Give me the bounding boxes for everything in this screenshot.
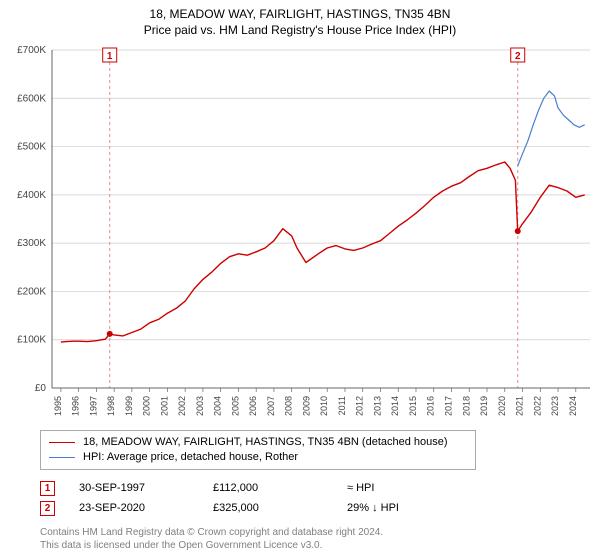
page-root: 18, MEADOW WAY, FAIRLIGHT, HASTINGS, TN3… — [0, 0, 600, 560]
events-table: 1 30-SEP-1997 £112,000 ≈ HPI 2 23-SEP-20… — [40, 478, 600, 518]
svg-text:2020: 2020 — [497, 396, 507, 416]
svg-text:2018: 2018 — [461, 396, 471, 416]
svg-text:2017: 2017 — [444, 396, 454, 416]
svg-text:£600K: £600K — [17, 93, 46, 104]
legend-swatch-hpi — [49, 457, 75, 458]
event-marker-1: 1 — [40, 481, 55, 496]
svg-text:2005: 2005 — [230, 396, 240, 416]
event-marker-2: 2 — [40, 501, 55, 516]
svg-text:2008: 2008 — [284, 396, 294, 416]
event-price: £325,000 — [213, 502, 323, 514]
title-line-1: 18, MEADOW WAY, FAIRLIGHT, HASTINGS, TN3… — [150, 7, 451, 21]
svg-text:2011: 2011 — [337, 396, 347, 415]
event-date: 30-SEP-1997 — [79, 482, 189, 494]
event-date: 23-SEP-2020 — [79, 502, 189, 514]
svg-text:2002: 2002 — [177, 396, 187, 416]
legend-label: HPI: Average price, detached house, Roth… — [83, 450, 298, 465]
svg-text:1996: 1996 — [71, 396, 81, 416]
svg-text:2023: 2023 — [550, 396, 560, 416]
legend-item: 18, MEADOW WAY, FAIRLIGHT, HASTINGS, TN3… — [49, 435, 467, 450]
svg-text:2001: 2001 — [159, 396, 169, 416]
svg-text:£200K: £200K — [17, 286, 46, 297]
svg-text:£100K: £100K — [17, 335, 46, 346]
svg-text:2007: 2007 — [266, 396, 276, 416]
svg-text:2012: 2012 — [355, 396, 365, 416]
svg-text:1: 1 — [107, 51, 113, 62]
legend-label: 18, MEADOW WAY, FAIRLIGHT, HASTINGS, TN3… — [83, 435, 448, 450]
footnote-line-2: This data is licensed under the Open Gov… — [40, 540, 322, 551]
legend-box: 18, MEADOW WAY, FAIRLIGHT, HASTINGS, TN3… — [40, 430, 476, 470]
svg-text:£500K: £500K — [17, 142, 46, 153]
event-rel-hpi: ≈ HPI — [347, 482, 457, 494]
svg-text:£0: £0 — [35, 383, 47, 394]
svg-text:2000: 2000 — [142, 396, 152, 416]
legend-item: HPI: Average price, detached house, Roth… — [49, 450, 467, 465]
title-line-2: Price paid vs. HM Land Registry's House … — [144, 23, 456, 37]
svg-text:2022: 2022 — [532, 396, 542, 416]
svg-text:2016: 2016 — [426, 396, 436, 416]
svg-text:2006: 2006 — [248, 396, 258, 416]
svg-text:2021: 2021 — [515, 396, 525, 416]
svg-text:1998: 1998 — [106, 396, 116, 416]
svg-text:2015: 2015 — [408, 396, 418, 416]
chart-svg: £0 £100K £200K £300K £400K £500K £600K £700K 199… — [0, 44, 600, 424]
chart-title: 18, MEADOW WAY, FAIRLIGHT, HASTINGS, TN3… — [0, 6, 600, 38]
svg-text:1995: 1995 — [53, 396, 63, 416]
svg-text:£400K: £400K — [17, 190, 46, 201]
svg-text:2014: 2014 — [390, 396, 400, 416]
svg-text:2: 2 — [515, 51, 521, 62]
event-row: 1 30-SEP-1997 £112,000 ≈ HPI — [40, 478, 600, 498]
chart: £0 £100K £200K £300K £400K £500K £600K £700K 199… — [0, 44, 600, 424]
svg-text:2009: 2009 — [301, 396, 311, 416]
svg-text:2003: 2003 — [195, 396, 205, 416]
svg-text:£300K: £300K — [17, 238, 46, 249]
svg-text:2004: 2004 — [213, 396, 223, 416]
event-rel-hpi: 29% ↓ HPI — [347, 502, 457, 514]
svg-text:2013: 2013 — [372, 396, 382, 416]
footnote-line-1: Contains HM Land Registry data © Crown c… — [40, 527, 383, 538]
svg-text:2010: 2010 — [319, 396, 329, 416]
svg-text:1999: 1999 — [124, 396, 134, 416]
event-row: 2 23-SEP-2020 £325,000 29% ↓ HPI — [40, 498, 600, 518]
legend-swatch-property — [49, 442, 75, 443]
footnote: Contains HM Land Registry data © Crown c… — [40, 526, 600, 552]
svg-text:1997: 1997 — [88, 396, 98, 416]
svg-text:£700K: £700K — [17, 45, 46, 56]
svg-text:2019: 2019 — [479, 396, 489, 416]
svg-text:2024: 2024 — [568, 396, 578, 416]
event-price: £112,000 — [213, 482, 323, 494]
